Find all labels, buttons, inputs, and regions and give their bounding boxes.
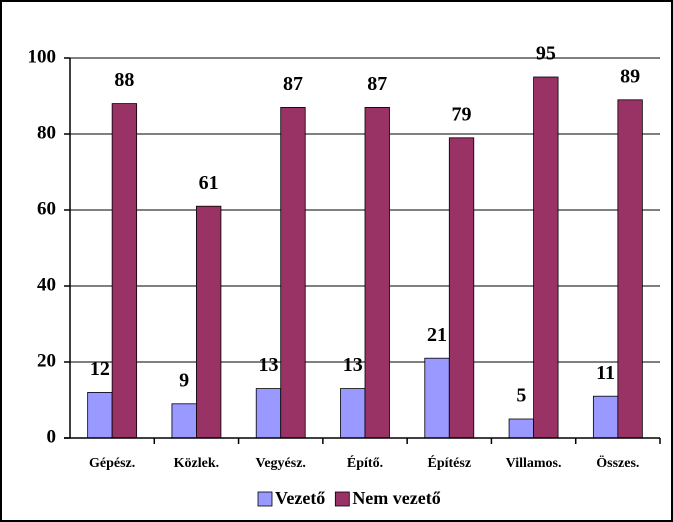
y-tick-label: 100 <box>28 46 57 67</box>
value-label: 89 <box>620 65 640 87</box>
bar <box>617 99 643 439</box>
value-label: 12 <box>90 358 110 380</box>
value-label: 13 <box>258 354 278 376</box>
value-label: 95 <box>536 43 556 65</box>
bar <box>171 403 197 439</box>
x-tick-label: Építész <box>428 454 472 471</box>
bar <box>280 107 306 439</box>
value-label: 11 <box>596 362 615 384</box>
value-label: 87 <box>367 73 387 95</box>
bar <box>508 418 534 439</box>
value-label: 87 <box>283 73 303 95</box>
legend-swatch <box>257 491 273 507</box>
legend-swatch <box>334 491 350 507</box>
value-label: 88 <box>114 69 134 91</box>
bar <box>87 391 113 439</box>
value-label: 9 <box>179 369 189 391</box>
x-tick-label: Közlek. <box>174 456 220 471</box>
bar <box>111 103 138 439</box>
value-label: 21 <box>427 324 447 346</box>
y-tick-label: 40 <box>37 274 56 295</box>
y-tick-label: 0 <box>47 426 57 447</box>
bar <box>196 205 222 439</box>
value-label: 5 <box>516 385 526 407</box>
value-label: 61 <box>199 172 219 194</box>
bar <box>533 76 559 439</box>
legend-label: Vezető <box>275 488 325 508</box>
y-tick-label: 80 <box>37 122 56 143</box>
bar <box>592 395 619 439</box>
bar <box>255 388 282 439</box>
x-tick-label: Vegyész. <box>256 456 306 471</box>
x-tick-label: Építő. <box>347 454 383 471</box>
bar <box>424 357 450 439</box>
x-tick-label: Villamos. <box>506 456 562 471</box>
y-tick-label: 60 <box>37 198 56 219</box>
value-label: 13 <box>343 354 363 376</box>
legend-label: Nem vezető <box>352 488 440 508</box>
x-tick-label: Gépész. <box>89 456 135 471</box>
bar <box>448 137 475 439</box>
bar <box>364 107 390 439</box>
value-label: 79 <box>452 103 472 125</box>
bar <box>340 388 366 439</box>
y-tick-label: 20 <box>37 350 56 371</box>
x-tick-label: Összes. <box>596 454 639 471</box>
